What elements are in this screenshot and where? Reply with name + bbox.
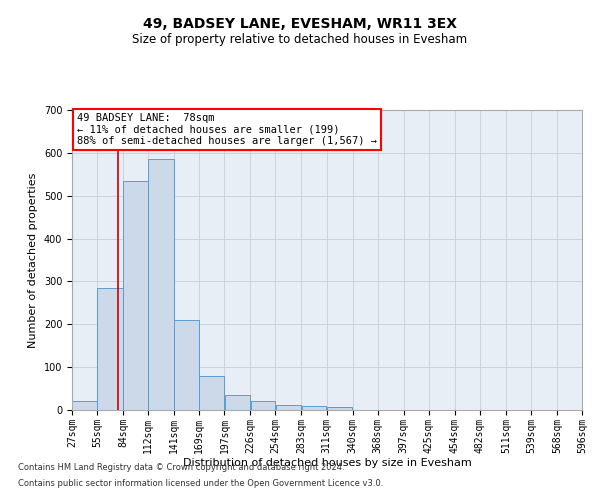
Bar (199, 376, 224, 410)
Bar (251, 400, 275, 410)
Text: Size of property relative to detached houses in Evesham: Size of property relative to detached ho… (133, 32, 467, 46)
Bar (123, 180, 148, 410)
Bar (224, 396, 250, 410)
Bar (72, 400, 97, 410)
Bar (175, 320, 199, 410)
Bar (326, 408, 352, 410)
Bar (275, 405, 301, 410)
Text: 49, BADSEY LANE, EVESHAM, WR11 3EX: 49, BADSEY LANE, EVESHAM, WR11 3EX (143, 18, 457, 32)
Y-axis label: Number of detached properties: Number of detached properties (28, 172, 38, 348)
Bar (148, 160, 174, 410)
Text: 49 BADSEY LANE:  78sqm
← 11% of detached houses are smaller (199)
88% of semi-de: 49 BADSEY LANE: 78sqm ← 11% of detached … (77, 113, 377, 146)
Text: Contains public sector information licensed under the Open Government Licence v3: Contains public sector information licen… (18, 478, 383, 488)
Bar (97, 288, 123, 410)
Text: Contains HM Land Registry data © Crown copyright and database right 2024.: Contains HM Land Registry data © Crown c… (18, 464, 344, 472)
Bar (302, 406, 326, 410)
X-axis label: Distribution of detached houses by size in Evesham: Distribution of detached houses by size … (182, 458, 472, 468)
